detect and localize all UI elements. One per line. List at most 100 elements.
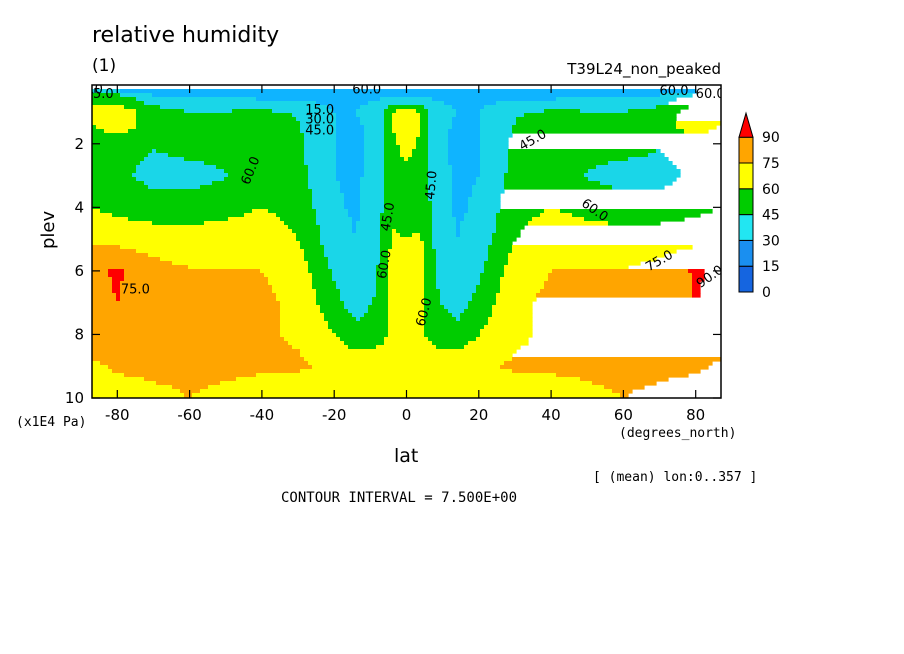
colorbar-label: 90 <box>762 130 780 146</box>
field-cell <box>388 309 425 314</box>
field-cell <box>112 213 245 218</box>
field-cell <box>280 317 325 322</box>
field-cell <box>280 313 325 318</box>
field-cell <box>424 313 453 318</box>
field-cell <box>344 301 373 306</box>
field-cell <box>296 117 337 122</box>
field-cell <box>296 237 321 242</box>
field-cell <box>336 173 365 178</box>
field-cell <box>364 169 385 174</box>
field-cell <box>388 333 425 338</box>
field-cell <box>256 97 381 102</box>
field-cell <box>480 121 517 126</box>
field-cell <box>420 129 429 134</box>
field-cell <box>496 221 529 226</box>
field-cell <box>96 125 137 130</box>
field-cell <box>92 253 149 258</box>
field-cell <box>364 133 385 138</box>
colorbar-label: 30 <box>762 233 780 249</box>
field-cell <box>484 105 657 110</box>
field-cell <box>92 209 101 214</box>
field-cell <box>304 249 325 254</box>
field-cell <box>280 329 333 334</box>
field-cell <box>424 333 481 338</box>
field-cell <box>492 305 533 310</box>
field-cell <box>156 381 221 386</box>
field-cell <box>92 385 173 390</box>
field-cell <box>340 297 373 302</box>
field-cell <box>400 149 413 154</box>
field-cell <box>516 121 677 126</box>
field-cell <box>340 337 385 342</box>
field-cell <box>376 269 389 274</box>
field-cell <box>152 221 205 226</box>
field-cell <box>356 221 381 226</box>
field-cell <box>92 321 281 326</box>
field-cell <box>432 201 453 206</box>
field-cell <box>692 273 705 278</box>
field-cell <box>436 261 485 266</box>
field-cell <box>428 337 477 342</box>
field-cell <box>484 265 505 270</box>
field-cell <box>380 217 433 222</box>
field-cell <box>496 225 525 230</box>
field-cell <box>332 277 377 282</box>
field-cell <box>312 189 341 194</box>
field-cell <box>336 333 389 338</box>
chart-title: relative humidity <box>92 23 280 48</box>
field-cell <box>360 117 385 122</box>
field-cell <box>388 293 425 298</box>
field-cell <box>340 289 377 294</box>
humidity-field <box>92 89 721 398</box>
field-cell <box>324 317 357 322</box>
field-cell <box>608 221 661 226</box>
field-cell <box>420 133 429 138</box>
field-cell <box>488 321 533 326</box>
field-cell <box>388 329 425 334</box>
field-cell <box>424 105 453 110</box>
field-cell <box>452 165 481 170</box>
field-cell <box>312 197 345 202</box>
field-cell <box>384 177 429 182</box>
field-cell <box>112 281 121 286</box>
field-cell <box>468 341 529 346</box>
field-cell <box>328 325 389 330</box>
field-cell <box>484 325 533 330</box>
field-cell <box>260 269 309 274</box>
field-cell <box>436 265 485 270</box>
field-cell <box>120 285 273 290</box>
field-cell <box>148 153 169 158</box>
field-cell <box>492 313 533 318</box>
field-cell <box>432 241 493 246</box>
field-cell <box>336 133 365 138</box>
field-cell <box>428 129 449 134</box>
field-cell <box>500 277 549 282</box>
field-cell <box>300 369 513 374</box>
contour-label: 45.0 <box>305 124 334 139</box>
field-cell <box>484 261 509 266</box>
field-cell <box>428 157 449 162</box>
field-cell <box>324 313 353 318</box>
field-cell <box>548 277 693 282</box>
field-cell <box>308 361 505 366</box>
field-cell <box>340 189 361 194</box>
field-cell <box>388 281 425 286</box>
field-cell <box>536 293 693 298</box>
field-cell <box>384 169 429 174</box>
field-cell <box>92 393 185 398</box>
contour-label: 60.0 <box>352 82 381 97</box>
field-cell <box>360 105 389 110</box>
field-cell <box>364 145 385 150</box>
field-cell <box>172 261 309 266</box>
field-cell <box>384 137 397 142</box>
field-cell <box>116 293 121 298</box>
field-cell <box>320 309 349 314</box>
field-cell <box>388 313 425 318</box>
field-cell <box>336 113 357 118</box>
colorbar-label: 0 <box>762 285 771 301</box>
field-cell <box>412 233 421 238</box>
field-cell <box>364 149 385 154</box>
field-cell <box>424 301 441 306</box>
field-cell <box>304 133 337 138</box>
colorbar-swatch <box>738 214 754 241</box>
